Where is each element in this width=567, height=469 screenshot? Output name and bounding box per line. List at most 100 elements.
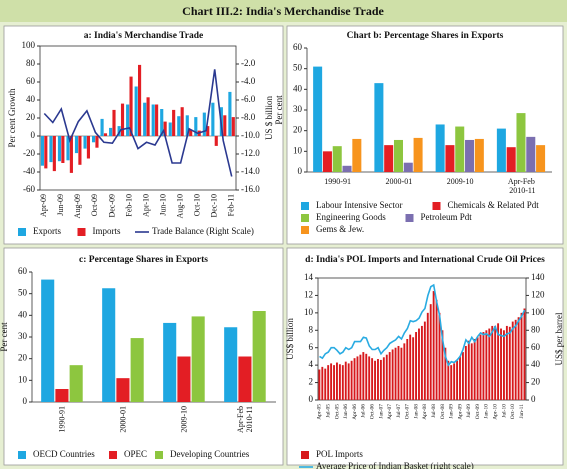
y-tick-label: 10	[293, 145, 303, 155]
y-tick-label: 50	[293, 63, 303, 73]
bar	[508, 326, 511, 400]
bar	[365, 353, 368, 400]
bar	[330, 363, 333, 400]
y-tick-label: -20	[23, 148, 35, 158]
bar	[385, 354, 388, 400]
legend-label: POL Imports	[316, 449, 363, 459]
x-tick-label: Apr-Feb 2010-11	[507, 177, 535, 195]
bar	[78, 136, 82, 165]
x-tick-label: Jul-06	[361, 404, 367, 418]
bar	[163, 322, 177, 402]
x-tick-label: 2009-10	[179, 406, 188, 433]
bar	[313, 66, 323, 172]
legend-label: OPEC	[124, 449, 147, 459]
bar	[223, 115, 227, 136]
bar	[95, 136, 99, 148]
bar	[231, 117, 235, 136]
bar	[393, 139, 403, 172]
y-axis-label: Per cent	[0, 322, 9, 352]
y-tick-label: 50	[18, 288, 28, 298]
panel-title: d: India's POL Imports and International…	[305, 255, 545, 265]
bar	[338, 364, 341, 400]
bar	[368, 356, 371, 400]
x-tick-label: Oct-05	[334, 404, 340, 420]
y-tick-label: 6	[309, 342, 314, 352]
bar	[102, 288, 116, 402]
bar	[503, 330, 505, 400]
bar	[177, 116, 181, 136]
legend-swatch	[432, 202, 441, 210]
bar	[432, 291, 435, 400]
bar	[61, 136, 65, 163]
y-tick-label: 20	[293, 125, 303, 135]
bar	[57, 136, 62, 162]
bar	[435, 124, 445, 172]
bar	[523, 308, 526, 400]
bar	[491, 325, 494, 400]
x-tick-label: Jul-08	[431, 404, 437, 418]
y2-tick-label: 40	[531, 359, 541, 369]
bar	[476, 337, 479, 400]
y-tick-label: 4	[309, 359, 314, 369]
y2-tick-label: -16.0	[241, 184, 260, 194]
y2-tick-label: -10.0	[241, 130, 260, 140]
line-series	[319, 283, 526, 367]
bar	[415, 332, 418, 400]
legend-label: Petroleum Pdt	[421, 212, 473, 222]
bar	[44, 136, 48, 169]
bar	[177, 356, 191, 402]
legend-swatch	[301, 202, 309, 210]
bar	[494, 325, 497, 400]
y-tick-label: -60	[23, 184, 35, 194]
y-axis-label: Per cent	[274, 95, 284, 125]
y2-tick-label: 120	[531, 289, 545, 299]
x-tick-label: Jul-07	[396, 404, 402, 418]
y-tick-label: 60	[26, 76, 36, 86]
x-tick-label: Apr-08	[422, 404, 428, 420]
y2-tick-label: -12.0	[241, 148, 260, 158]
bar	[429, 304, 432, 400]
bar	[496, 128, 506, 172]
x-tick-label: 2000-01	[386, 177, 413, 186]
bar	[112, 109, 116, 136]
bar	[318, 369, 321, 400]
bar	[403, 162, 413, 172]
bar	[412, 337, 415, 400]
bar	[441, 330, 444, 400]
bar	[66, 136, 70, 161]
bar	[391, 349, 394, 400]
y-tick-label: 40	[293, 83, 303, 93]
y2-tick-label: -14.0	[241, 166, 260, 176]
bar	[86, 136, 91, 159]
x-tick-label: Jan-07	[378, 404, 384, 419]
x-tick-label: Apr-Feb 2010-11	[236, 406, 254, 434]
y2-tick-label: 140	[531, 272, 545, 282]
bar	[467, 340, 470, 400]
x-tick-label: Aug-10	[175, 194, 184, 218]
bar	[189, 129, 193, 136]
legend-swatch	[301, 451, 309, 459]
bar	[516, 113, 526, 172]
bar	[130, 338, 144, 402]
x-tick-label: Oct-09	[90, 194, 99, 216]
bar	[103, 133, 108, 136]
bar	[191, 316, 205, 402]
bar	[41, 279, 55, 402]
y-tick-label: 2	[309, 377, 314, 387]
bar	[474, 138, 484, 172]
y2-tick-label: 80	[531, 324, 541, 334]
bar	[359, 354, 362, 400]
y2-tick-label: 60	[531, 342, 541, 352]
y-tick-label: 20	[26, 112, 36, 122]
bar	[129, 76, 133, 136]
bar	[403, 343, 406, 400]
legend-label: OECD Countries	[33, 449, 95, 459]
y-tick-label: 30	[18, 331, 28, 341]
bar	[238, 356, 252, 402]
panel-title: c: Percentage Shares in Exports	[79, 255, 208, 265]
x-tick-label: Jul-05	[326, 404, 332, 418]
bar	[505, 325, 508, 400]
bar	[406, 339, 409, 400]
bar	[362, 352, 365, 400]
bar	[352, 138, 362, 172]
